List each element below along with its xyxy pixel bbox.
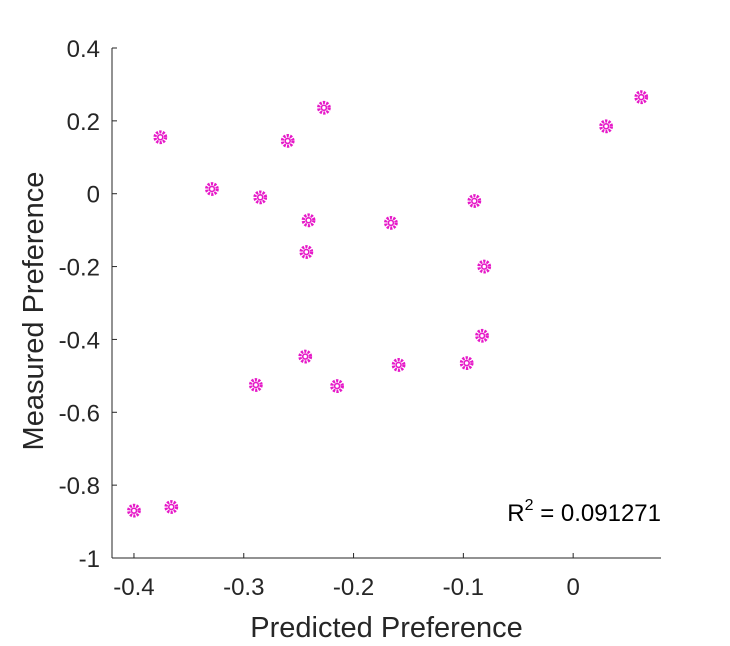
data-points — [127, 90, 649, 518]
y-tick-label: 0 — [87, 182, 100, 209]
data-point — [253, 190, 268, 205]
data-point — [248, 378, 263, 392]
data-point — [383, 215, 398, 230]
y-tick-label: -0.4 — [59, 327, 100, 354]
r-squared-annotation: R2 = 0.091271 — [507, 497, 661, 527]
x-tick-label: -0.3 — [223, 574, 264, 601]
data-point — [330, 379, 344, 393]
y-tick-label: -0.6 — [59, 400, 100, 427]
y-tick-label: 0.4 — [67, 36, 100, 63]
y-axis-label: Measured Preference — [18, 172, 50, 451]
axes — [111, 48, 661, 559]
r-squared-superscript: 2 — [525, 497, 534, 514]
y-tick-label: -0.2 — [59, 255, 100, 282]
data-point — [467, 194, 482, 208]
data-point — [127, 503, 141, 518]
r-squared-prefix: R — [507, 500, 524, 527]
data-point — [164, 500, 179, 514]
x-tick-label: -0.2 — [333, 574, 374, 601]
data-point — [475, 328, 489, 343]
x-tick-label: -0.1 — [443, 574, 484, 601]
x-axis-label: Predicted Preference — [250, 612, 522, 644]
r-squared-value: = 0.091271 — [534, 500, 661, 527]
data-point — [301, 213, 316, 228]
data-point — [599, 119, 613, 134]
data-point — [317, 100, 331, 115]
x-tick-label: 0 — [566, 574, 579, 601]
data-point — [634, 90, 649, 105]
x-ticks: -0.4 -0.3 -0.2 -0.1 0 — [113, 553, 580, 601]
data-point — [459, 356, 474, 371]
y-ticks: -1 -0.8 -0.6 -0.4 -0.2 0 0.2 0.4 — [59, 36, 117, 573]
data-point — [153, 130, 168, 145]
y-tick-label: -1 — [79, 546, 100, 573]
data-point — [280, 133, 295, 148]
data-point — [298, 349, 313, 364]
x-tick-label: -0.4 — [113, 574, 154, 601]
data-point — [205, 182, 219, 196]
data-point — [477, 259, 492, 274]
data-point — [391, 358, 406, 372]
y-tick-label: -0.8 — [59, 473, 100, 500]
y-tick-label: 0.2 — [67, 109, 100, 136]
data-point — [299, 245, 314, 259]
